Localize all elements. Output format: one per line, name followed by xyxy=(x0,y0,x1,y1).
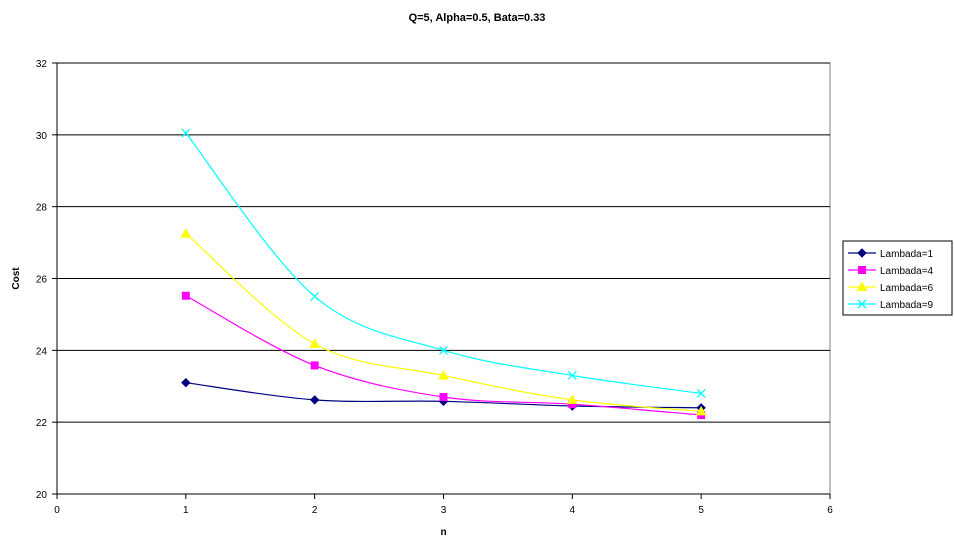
series-markers xyxy=(180,128,707,419)
legend-label: Lambada=6 xyxy=(880,283,934,294)
legend-label: Lambada=1 xyxy=(880,249,934,260)
x-tick-label: 2 xyxy=(312,505,318,516)
axes xyxy=(52,62,831,499)
series-3-point xyxy=(695,405,707,416)
x-axis-label: n xyxy=(440,527,446,538)
series-4-point xyxy=(567,371,577,380)
y-tick-label: 26 xyxy=(36,275,48,286)
series-4-point xyxy=(181,128,191,138)
chart-title: Q=5, Alpha=0.5, Bata=0.33 xyxy=(409,12,546,24)
legend: Lambada=1 Lambada=4 Lambada=6 Lambada=9 xyxy=(842,240,953,316)
x-tick-label: 0 xyxy=(54,505,60,516)
series-3-point xyxy=(309,338,321,348)
gridlines xyxy=(57,62,830,423)
legend-marker xyxy=(857,299,867,309)
y-tick-labels: 20 22 24 26 28 30 32 xyxy=(36,59,48,501)
y-tick-label: 22 xyxy=(36,418,48,429)
y-tick-label: 28 xyxy=(36,203,48,214)
x-tick-label: 1 xyxy=(183,505,189,516)
series-3-point xyxy=(180,228,192,238)
x-tick-label: 4 xyxy=(570,505,576,516)
y-tick-label: 30 xyxy=(36,131,48,142)
legend-marker xyxy=(858,266,866,274)
series-1-point xyxy=(309,395,320,405)
y-tick-label: 32 xyxy=(36,59,48,70)
legend-marker xyxy=(856,281,868,291)
series-2-point xyxy=(439,393,448,402)
y-tick-label: 24 xyxy=(36,346,48,357)
series-1-point xyxy=(181,377,191,388)
series-4-point xyxy=(310,291,320,301)
x-tick-label: 6 xyxy=(827,505,833,516)
legend-marker xyxy=(857,248,867,258)
x-tick-label: 5 xyxy=(698,505,704,516)
x-tick-labels: 0 1 2 3 4 5 6 xyxy=(54,505,833,516)
series-3-point xyxy=(438,369,449,380)
legend-label: Lambada=4 xyxy=(880,266,934,277)
series-3-point xyxy=(566,394,578,404)
series-2-point xyxy=(310,361,319,370)
y-axis-label: Cost xyxy=(11,267,22,290)
y-tick-label: 20 xyxy=(36,490,48,501)
series-4-point xyxy=(696,388,706,398)
series-line-4 xyxy=(185,132,702,395)
series-4-point xyxy=(439,345,448,355)
legend-label: Lambada=9 xyxy=(880,300,934,311)
series-2-point xyxy=(181,291,190,300)
x-tick-label: 3 xyxy=(441,505,447,516)
